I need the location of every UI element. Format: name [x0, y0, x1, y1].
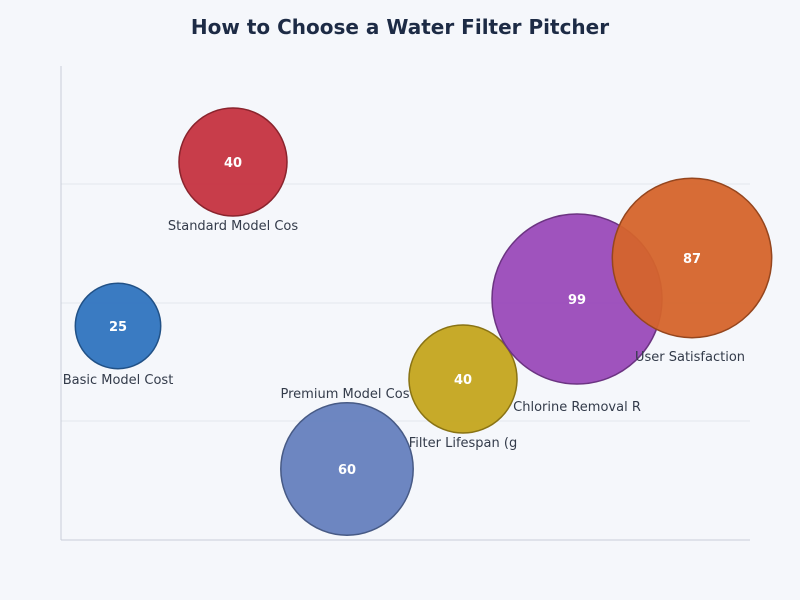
bubble: [74, 282, 162, 370]
chart-title: How to Choose a Water Filter Pitcher: [191, 15, 609, 39]
bubble-value-label: 40: [224, 156, 242, 171]
bubble-category-label: Filter Lifespan (g: [409, 436, 517, 451]
bubble-category-label: Chlorine Removal R: [513, 400, 641, 415]
bubble-value-label: 60: [338, 463, 356, 478]
bubble-value-label: 25: [109, 320, 127, 335]
bubble: [280, 402, 414, 536]
bubble-category-label: Basic Model Cost: [63, 373, 174, 388]
bubble: [178, 107, 288, 217]
bubble-value-label: 87: [683, 252, 701, 267]
bubble: [408, 324, 518, 434]
bubble-value-label: 40: [454, 373, 472, 388]
bubble-value-label: 99: [568, 293, 586, 308]
bubble-layer: 25 Basic Model Cost 40 Standard Model Cos 60…: [63, 107, 773, 536]
bubble: [611, 177, 773, 339]
bubble-category-label: Premium Model Cos: [281, 387, 410, 402]
bubble-category-label: Standard Model Cos: [168, 219, 298, 234]
bubble-category-label: User Satisfaction: [635, 350, 745, 365]
